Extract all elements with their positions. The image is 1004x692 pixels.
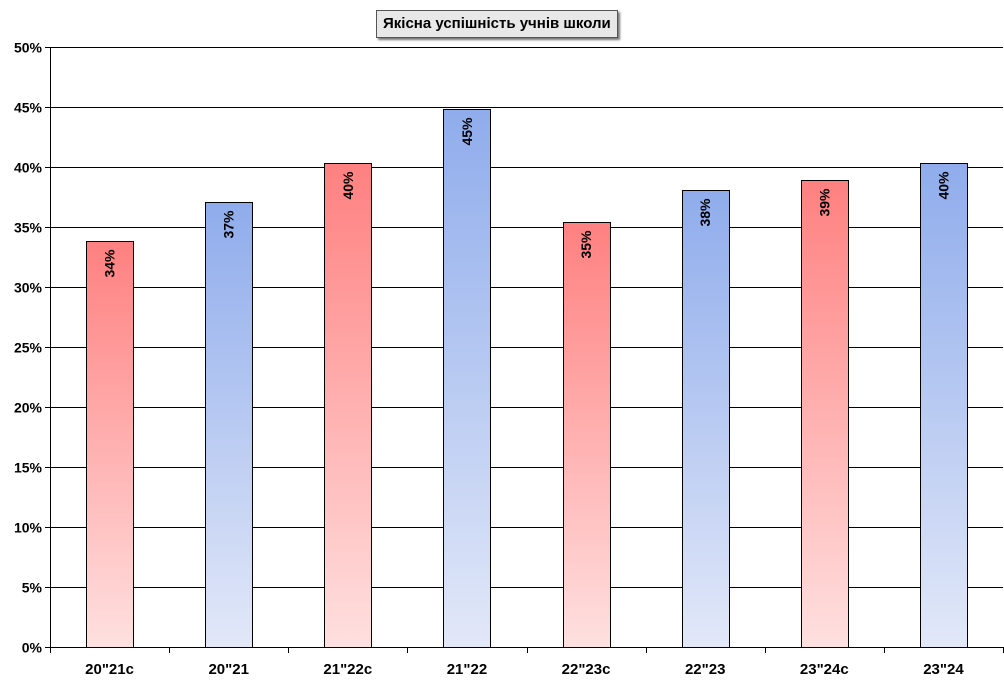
bar [205,202,253,648]
data-label: 39% [816,188,832,217]
x-tick-label: 22"23с [562,661,611,678]
data-label: 45% [459,117,475,146]
bar [86,241,134,648]
x-tick-label: 23"24с [800,661,849,678]
x-tick-label: 20"21 [208,661,248,678]
x-tick-label: 21"22 [447,661,487,678]
data-label: 38% [697,198,713,227]
bar [443,109,491,648]
y-tick-label: 15% [14,460,43,476]
y-tick-label: 45% [14,100,43,116]
x-tick-label: 21"22с [323,661,372,678]
y-tick-label: 50% [14,40,43,56]
bar [920,163,968,648]
data-label: 40% [935,171,951,200]
y-tick-label: 30% [14,280,43,296]
bar [682,190,730,648]
bar [324,163,372,648]
bar [801,180,849,648]
x-tick-label: 23"24 [923,661,964,678]
y-tick-label: 10% [14,520,43,536]
y-tick-label: 20% [14,400,43,416]
y-tick-label: 0% [22,640,43,656]
y-tick-label: 35% [14,220,43,236]
y-tick-label: 5% [22,580,43,596]
x-tick-label: 22"23 [685,661,725,678]
y-tick-label: 40% [14,160,43,176]
data-label: 40% [340,171,356,200]
data-label: 35% [578,230,594,259]
data-label: 34% [102,249,118,278]
y-tick-label: 25% [14,340,43,356]
bar [563,222,611,648]
x-tick-label: 20"21с [85,661,134,678]
data-label: 37% [221,210,237,239]
chart-title: Якісна успішність учнів школи [376,10,618,38]
